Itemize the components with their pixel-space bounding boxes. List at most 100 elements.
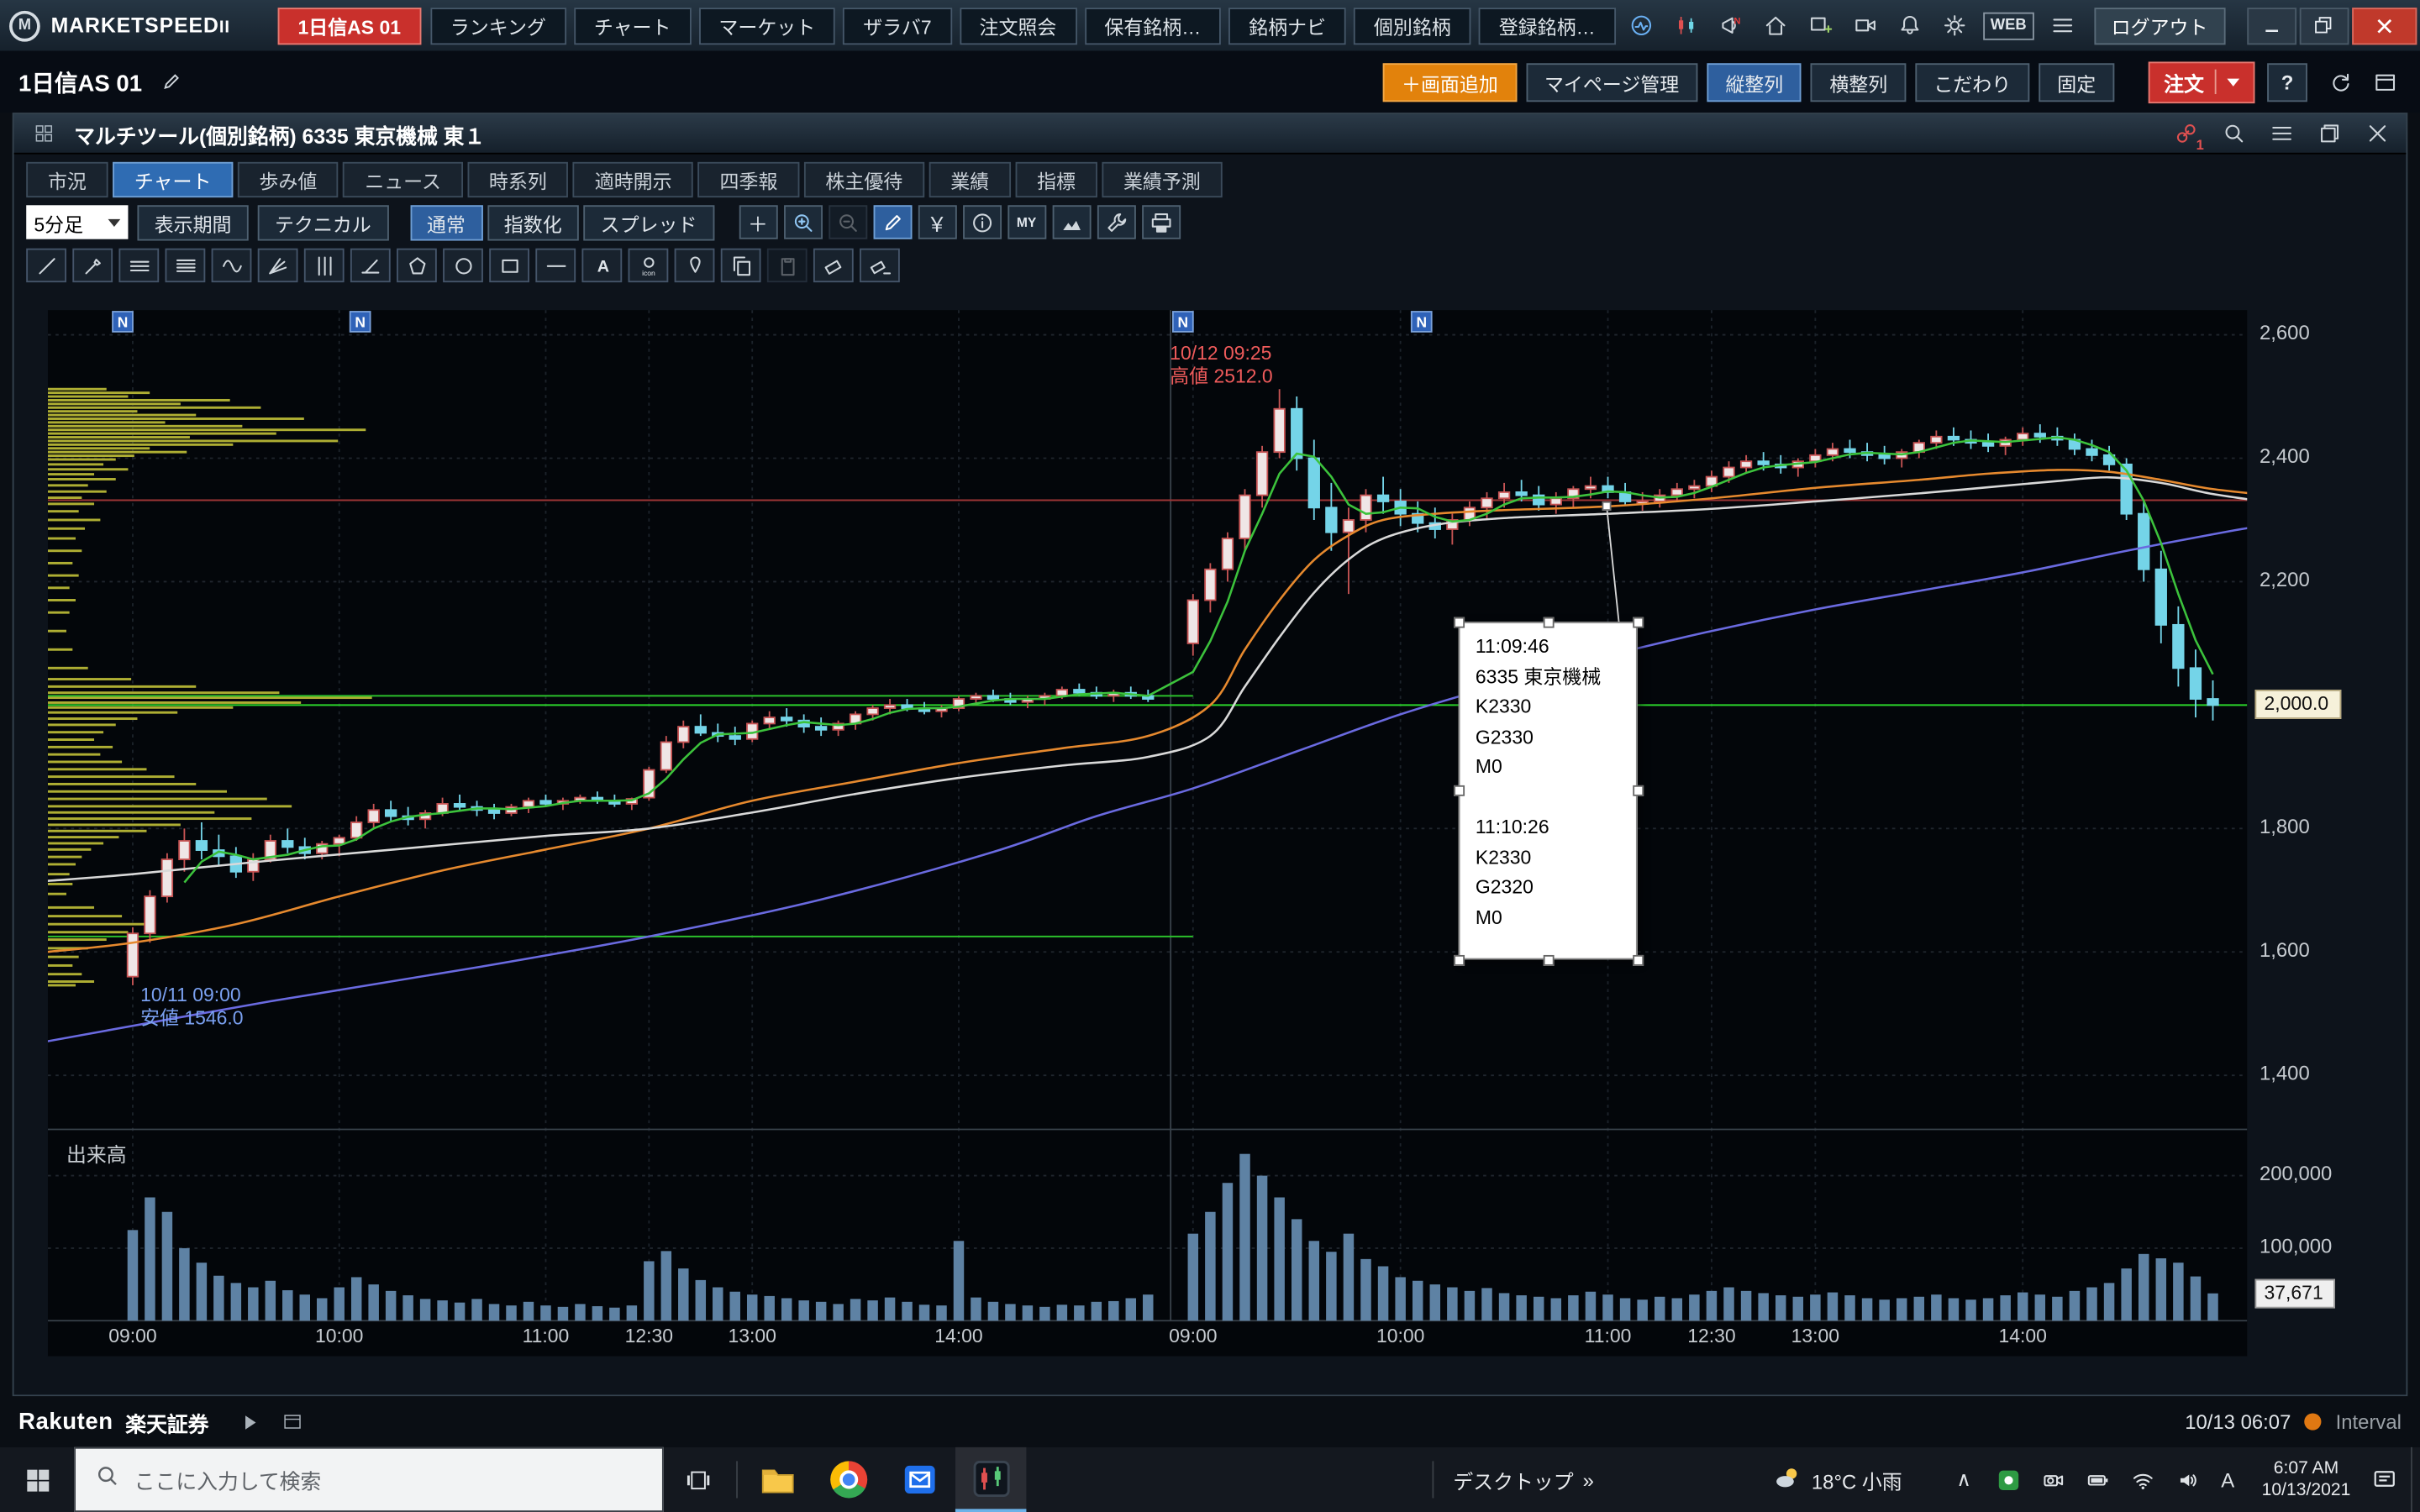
alert-icon[interactable]: N <box>1714 8 1748 42</box>
show-desktop-button[interactable] <box>2410 1446 2420 1512</box>
selection-handle[interactable] <box>1542 616 1554 627</box>
selection-handle[interactable] <box>1453 954 1465 965</box>
close-icon[interactable] <box>2360 117 2393 150</box>
window-tab-8[interactable]: 業績 <box>929 161 1011 198</box>
info-icon[interactable] <box>962 205 1002 239</box>
chart-area[interactable]: N N N N 10/12 09:25 高値 2512.0 10/11 09:00 安値 15… <box>46 310 2282 1357</box>
chart-tooltip[interactable]: 11:09:46 6335 東京機械 K2330 G2330 M0 11:10:26 K2… <box>1458 622 1638 960</box>
selection-handle[interactable] <box>1632 785 1644 796</box>
window-tab-1[interactable]: チャート <box>113 161 234 198</box>
top-tab-5[interactable]: 保有銘柄… <box>1084 7 1222 45</box>
price-axis[interactable]: 2,600 2,400 2,200 1,800 1,600 1,400 200,000 100… <box>2250 310 2407 1356</box>
window-tab-6[interactable]: 四季報 <box>697 161 800 198</box>
toolbar-button-1[interactable]: テクニカル <box>257 204 388 240</box>
window-tab-3[interactable]: ニュース <box>343 161 463 198</box>
selection-handle[interactable] <box>1632 954 1644 965</box>
chrome-icon[interactable] <box>813 1447 884 1512</box>
menu-icon[interactable] <box>2264 117 2297 150</box>
top-tab-0[interactable]: ランキング <box>429 7 566 45</box>
minimize-button[interactable] <box>2246 7 2296 45</box>
start-button[interactable] <box>0 1447 74 1512</box>
selection-handle[interactable] <box>1632 616 1644 627</box>
eraser-icon[interactable] <box>813 248 854 283</box>
notification-center-button[interactable] <box>2365 1447 2405 1512</box>
candle-chart-icon[interactable] <box>1670 8 1703 42</box>
window-tab-5[interactable]: 適時開示 <box>573 161 694 198</box>
file-explorer-icon[interactable] <box>742 1447 813 1512</box>
battery-icon[interactable] <box>2078 1447 2118 1512</box>
link-icon[interactable]: 1 <box>2169 117 2204 152</box>
wrench-icon[interactable] <box>1097 205 1136 239</box>
top-tab-1[interactable]: チャート <box>573 7 692 45</box>
desktop-toolbar[interactable]: デスクトップ» <box>1453 1467 1594 1494</box>
bell-icon[interactable] <box>1893 8 1927 42</box>
crosshair-add-icon[interactable]: ＋ <box>739 205 777 239</box>
home-icon[interactable] <box>1759 8 1792 42</box>
hidden-icons-chevron[interactable]: ∧ <box>1956 1467 1971 1491</box>
top-tab-active[interactable]: 1日信AS 01 <box>277 7 421 45</box>
sub-button-1[interactable]: マイページ管理 <box>1525 62 1698 102</box>
selection-handle[interactable] <box>1453 785 1465 796</box>
close-button[interactable] <box>2351 7 2417 45</box>
rectangle-icon[interactable] <box>489 248 529 283</box>
sub-button-2[interactable]: 縦整列 <box>1707 62 1802 102</box>
mode-button-0[interactable]: 通常 <box>409 204 483 240</box>
gear-icon[interactable] <box>1938 8 1971 42</box>
window-tab-2[interactable]: 歩み値 <box>237 161 339 198</box>
toolbar-button-0[interactable]: 表示期間 <box>137 204 249 240</box>
top-tab-4[interactable]: 注文照会 <box>959 7 1077 45</box>
taskbar-clock[interactable]: 6:07 AM 10/13/2021 <box>2248 1458 2365 1501</box>
yen-icon[interactable]: ￥ <box>918 205 957 239</box>
top-tab-2[interactable]: マーケット <box>698 7 836 45</box>
selection-handle[interactable] <box>1453 616 1465 627</box>
restore-button[interactable] <box>2298 7 2349 45</box>
duplicate-icon[interactable] <box>2312 117 2345 150</box>
circle-icon[interactable] <box>443 248 483 283</box>
mode-button-2[interactable]: スプレッド <box>583 204 714 240</box>
top-tab-3[interactable]: ザラバ7 <box>843 7 952 45</box>
search-icon[interactable] <box>2217 117 2250 150</box>
window-tab-7[interactable]: 株主優待 <box>803 161 924 198</box>
zoom-in-icon[interactable] <box>783 205 823 239</box>
window-tab-4[interactable]: 時系列 <box>467 161 569 198</box>
selection-handle[interactable] <box>1542 954 1554 965</box>
order-button[interactable]: 注文 <box>2148 60 2255 103</box>
layout-window-icon[interactable] <box>275 1404 308 1438</box>
window-tab-10[interactable]: 業績予測 <box>1102 161 1223 198</box>
text-icon[interactable]: A <box>581 248 623 283</box>
my-chart-icon[interactable]: MY <box>1007 205 1046 239</box>
sub-button-5[interactable]: 固定 <box>2039 62 2115 102</box>
pulse-icon[interactable] <box>1624 8 1658 42</box>
polygon-icon[interactable] <box>397 248 437 283</box>
icon-stamp-icon[interactable]: icon <box>628 248 669 283</box>
layout-window-icon[interactable] <box>2368 65 2402 98</box>
angle-line-icon[interactable] <box>350 248 391 283</box>
print-icon[interactable] <box>1141 205 1181 239</box>
menu-icon[interactable] <box>2045 8 2079 42</box>
green-app-icon[interactable] <box>1989 1447 2029 1512</box>
taskbar-search[interactable]: ここに入力して検索 <box>74 1446 664 1512</box>
area-chart-icon[interactable] <box>1051 205 1091 239</box>
mail-icon[interactable] <box>884 1447 955 1512</box>
camera-icon[interactable] <box>2033 1447 2074 1512</box>
weather-widget[interactable]: 18°C 小雨 <box>1756 1463 1919 1496</box>
media-icon[interactable] <box>1849 8 1882 42</box>
top-tab-7[interactable]: 個別銘柄 <box>1354 7 1471 45</box>
parallel-lines-icon[interactable] <box>118 248 160 283</box>
wave-line-icon[interactable] <box>211 248 252 283</box>
play-icon[interactable] <box>234 1404 267 1438</box>
sub-button-0[interactable]: ＋画面追加 <box>1382 62 1517 102</box>
top-tab-8[interactable]: 登録銘柄… <box>1478 7 1616 45</box>
top-tab-6[interactable]: 銘柄ナビ <box>1228 7 1346 45</box>
trend-line-icon[interactable] <box>26 248 66 283</box>
web-badge[interactable]: WEB <box>1982 11 2034 39</box>
ime-indicator[interactable]: A <box>2221 1467 2235 1492</box>
mode-button-1[interactable]: 指数化 <box>487 204 579 240</box>
window-tab-9[interactable]: 指標 <box>1015 161 1097 198</box>
volume-icon[interactable] <box>2168 1447 2208 1512</box>
interval-select[interactable]: 5分足 <box>26 205 129 239</box>
marketspeed-icon[interactable] <box>955 1446 1027 1512</box>
edit-pencil-icon[interactable] <box>155 65 188 98</box>
help-button[interactable]: ? <box>2267 62 2307 102</box>
